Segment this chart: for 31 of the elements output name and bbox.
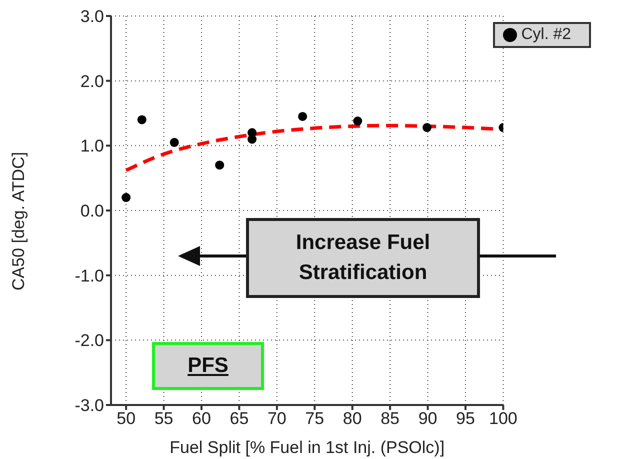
x-tick-label: 80 xyxy=(342,409,362,428)
x-tick-label: 90 xyxy=(418,409,438,428)
point xyxy=(298,112,308,121)
legend-label: Cyl. #2 xyxy=(521,26,571,43)
y-tick-label: 2.0 xyxy=(80,72,104,91)
y-tick-label: -2.0 xyxy=(74,331,104,350)
point xyxy=(353,116,362,126)
x-tick-label: 60 xyxy=(192,409,211,428)
text-box: PFS xyxy=(152,342,264,390)
x-tick-label: 75 xyxy=(305,409,324,428)
x-tick-label: 95 xyxy=(456,409,475,428)
x-tick-label: 65 xyxy=(230,409,249,428)
x-tick-label: 70 xyxy=(267,409,286,428)
point xyxy=(248,134,257,144)
point xyxy=(122,193,131,202)
y-tick-label: -1.0 xyxy=(74,266,104,286)
y-axis-title: CA50 [deg. ATDC] xyxy=(9,152,28,290)
text-box: Increase Fuel Stratification xyxy=(246,218,480,298)
point xyxy=(137,115,146,124)
x-tick-label: 85 xyxy=(380,409,400,428)
x-tick-label: 55 xyxy=(154,409,174,428)
y-tick-label: -3.0 xyxy=(74,396,104,416)
y-tick-label: 3.0 xyxy=(80,7,104,26)
x-axis-title: Fuel Split [% Fuel in 1st Inj. (PSOlc)] xyxy=(170,438,445,457)
point xyxy=(422,123,432,132)
y-tick-label: 1.0 xyxy=(80,136,104,156)
point xyxy=(215,160,224,170)
x-tick-label: 100 xyxy=(489,409,518,428)
y-tick-label: 0.0 xyxy=(80,202,104,221)
point xyxy=(170,138,179,147)
x-tick-label: 50 xyxy=(116,409,136,428)
